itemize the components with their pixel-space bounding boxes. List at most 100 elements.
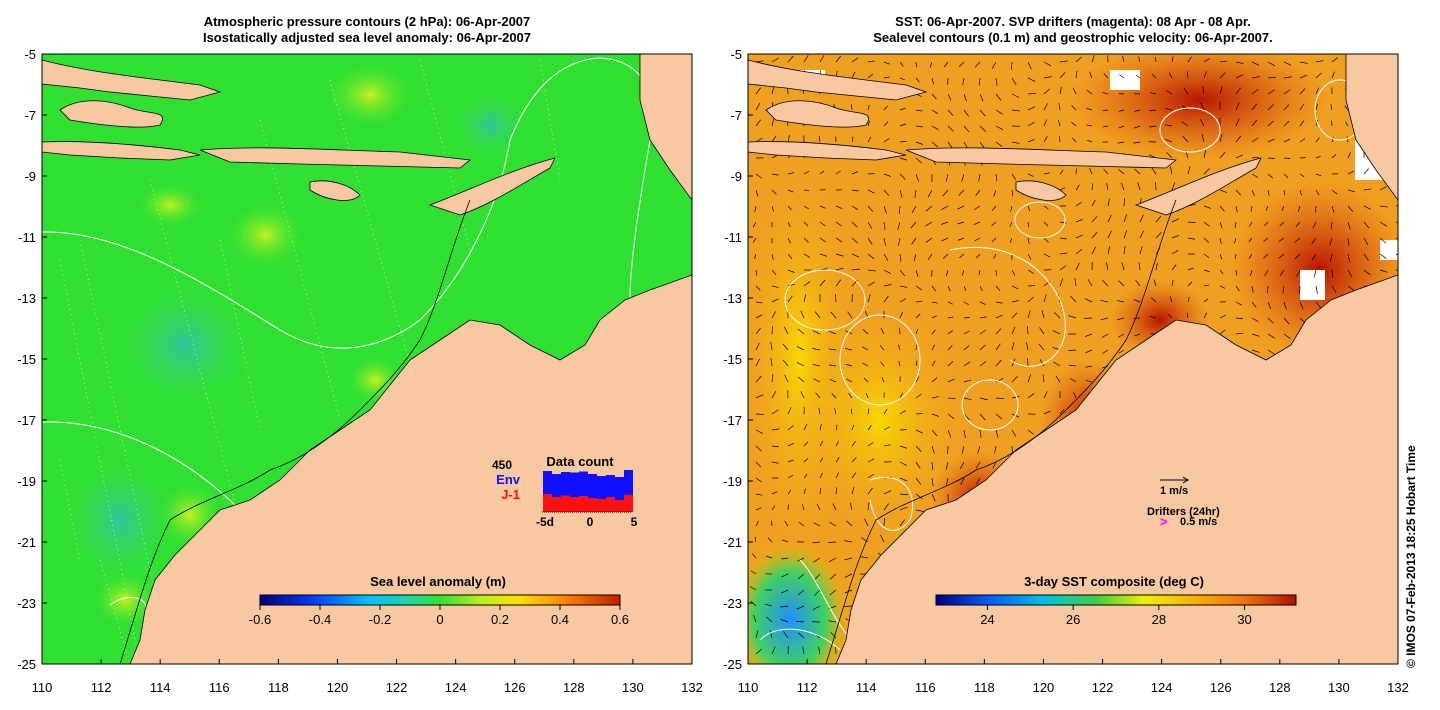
velocity-arrow <box>819 424 822 431</box>
velocity-arrow <box>754 205 757 213</box>
velocity-arrow <box>750 570 757 575</box>
velocity-arrow <box>755 445 762 452</box>
velocity-arrow <box>851 487 855 495</box>
velocity-arrow <box>1026 342 1029 351</box>
velocity-arrow <box>832 503 837 511</box>
velocity-arrow <box>1379 253 1387 259</box>
velocity-arrow <box>803 294 807 303</box>
velocity-arrow <box>1075 168 1077 175</box>
velocity-arrow <box>915 313 921 319</box>
velocity-arrow <box>1075 202 1082 207</box>
velocity-arrow <box>1070 378 1077 383</box>
velocity-arrow <box>1105 262 1109 271</box>
velocity-arrow <box>1043 205 1049 210</box>
lon-tick-label: 124 <box>1151 680 1173 695</box>
velocity-arrow <box>1283 333 1291 339</box>
velocity-arrow <box>1011 326 1016 335</box>
lat-tick-label: -5 <box>730 47 742 62</box>
velocity-arrow <box>995 301 1003 304</box>
velocity-arrow <box>787 459 794 463</box>
velocity-arrow <box>803 55 809 63</box>
velocity-arrow <box>883 284 892 287</box>
velocity-arrow <box>1085 365 1093 368</box>
velocity-arrow <box>1107 198 1110 207</box>
velocity-arrow <box>819 221 826 227</box>
velocity-arrow <box>1187 221 1196 224</box>
velocity-arrow <box>1123 230 1128 239</box>
velocity-arrow <box>927 189 933 198</box>
velocity-arrow <box>979 361 987 367</box>
velocity-arrow <box>784 326 789 335</box>
lat-tick-label: -15 <box>17 352 36 367</box>
velocity-arrow <box>829 378 837 383</box>
velocity-arrow <box>771 505 776 511</box>
velocity-arrow <box>1267 104 1274 111</box>
sumbawa-flores-island <box>199 147 472 169</box>
velocity-arrow <box>797 557 805 562</box>
velocity-arrow <box>915 109 923 112</box>
velocity-arrow <box>750 586 757 591</box>
velocity-arrow <box>979 429 982 438</box>
velocity-arrow <box>803 488 806 495</box>
velocity-arrow <box>867 253 875 260</box>
velocity-arrow <box>797 328 805 335</box>
velocity-arrow <box>1134 109 1141 112</box>
velocity-arrow <box>883 237 886 246</box>
velocity-arrow <box>1219 253 1223 260</box>
velocity-legend: 1 m/s Drifters (24hr) > 0.5 m/s <box>1147 476 1220 529</box>
velocity-arrow <box>851 441 856 447</box>
velocity-arrow <box>979 329 986 335</box>
velocity-arrow <box>1311 253 1317 261</box>
velocity-arrow <box>1234 253 1237 260</box>
velocity-arrow <box>816 503 821 511</box>
velocity-arrow <box>813 557 821 563</box>
velocity-arrow <box>771 173 779 176</box>
sst-colorbar-label: 3-day SST composite (deg C) <box>1024 574 1204 589</box>
velocity-arrow <box>1251 301 1257 308</box>
velocity-arrow <box>1248 237 1253 243</box>
velocity-arrow <box>1235 154 1244 159</box>
inset-j1-bar <box>561 495 570 512</box>
velocity-arrow <box>1073 391 1077 399</box>
velocity-arrow <box>796 346 805 351</box>
velocity-arrow <box>784 520 789 527</box>
velocity-arrow <box>812 363 821 367</box>
velocity-arrow <box>764 603 773 607</box>
lat-tick-label: -7 <box>730 108 742 123</box>
velocity-arrow <box>1283 61 1292 66</box>
velocity-arrow <box>963 285 967 291</box>
data-count-inset: 450 Env J-1 Data count -5d 0 5 <box>492 454 638 529</box>
velocity-arrow <box>797 589 805 596</box>
velocity-arrow <box>851 237 859 244</box>
velocity-arrow <box>1059 252 1068 255</box>
velocity-arrow <box>867 442 874 447</box>
inset-env-bar <box>570 472 579 512</box>
velocity-arrow <box>755 102 761 111</box>
velocity-arrow <box>1201 134 1205 143</box>
velocity-arrow <box>1168 313 1173 319</box>
velocity-arrow <box>1043 172 1050 175</box>
velocity-arrow <box>1187 267 1195 271</box>
velocity-arrow <box>1011 342 1015 351</box>
velocity-arrow <box>851 136 854 143</box>
velocity-arrow <box>911 205 917 214</box>
velocity-arrow <box>1283 138 1291 143</box>
bali-lombok-island <box>42 141 201 161</box>
velocity-arrow <box>899 189 903 198</box>
velocity-arrow <box>931 315 937 319</box>
velocity-arrow <box>867 136 872 143</box>
velocity-arrow <box>931 285 937 292</box>
velocity-arrow <box>787 135 790 143</box>
drifter-legend-symbol: > <box>1160 514 1168 529</box>
velocity-arrow <box>915 509 924 512</box>
velocity-arrow <box>1344 105 1349 111</box>
velocity-arrow <box>867 502 870 511</box>
velocity-arrow <box>1149 109 1157 111</box>
velocity-arrow <box>1107 214 1112 223</box>
velocity-arrow <box>1283 89 1291 95</box>
new-guinea-coast <box>639 54 692 201</box>
velocity-arrow <box>1299 301 1304 310</box>
velocity-arrow <box>865 393 869 399</box>
lon-tick-label: 130 <box>1328 680 1350 695</box>
lon-tick-label: 128 <box>563 680 585 695</box>
